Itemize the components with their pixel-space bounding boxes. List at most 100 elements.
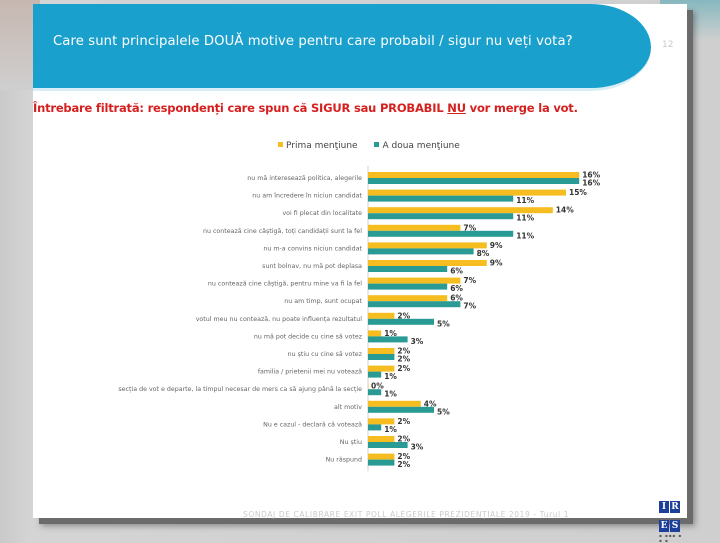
value-label: 2% xyxy=(397,452,410,461)
value-label: 8% xyxy=(477,249,490,258)
bar-a-doua-mentiune xyxy=(368,230,514,237)
value-label: 2% xyxy=(397,355,410,364)
value-label: 6% xyxy=(450,284,463,293)
bar-prima-mentiune xyxy=(368,400,421,407)
bar-a-doua-mentiune xyxy=(368,336,408,343)
value-label: 3% xyxy=(411,337,424,346)
bar-a-doua-mentiune xyxy=(368,266,448,272)
presentation-slide: Care sunt principalele DOUĂ motive pentr… xyxy=(33,4,687,543)
value-label: 9% xyxy=(490,241,503,250)
category-label: Nu e cazul - declară că votează xyxy=(263,421,362,428)
bar-prima-mentiune xyxy=(368,312,395,319)
logo-letter: S xyxy=(670,520,680,532)
bar-a-doua-mentiune xyxy=(368,424,382,431)
category-label: nu am încredere în niciun candidat xyxy=(252,192,362,200)
bar-prima-mentiune xyxy=(368,242,487,249)
legend-item-a-doua: A doua menţiune xyxy=(374,141,460,151)
legend-item-prima: Prima menţiune xyxy=(278,141,358,151)
category-label: familia / prietenii mei nu votează xyxy=(258,369,362,376)
bar-a-doua-mentiune xyxy=(368,371,382,378)
value-label: 4% xyxy=(424,399,437,408)
category-label: voi fi plecat din localitate xyxy=(282,210,362,217)
bar-prima-mentiune xyxy=(368,189,566,196)
legend-label-a-doua: A doua menţiune xyxy=(382,141,460,151)
category-label: Nu răspund xyxy=(326,457,362,464)
value-label: 5% xyxy=(437,319,450,328)
footer-text: SONDAJ DE CALIBRARE EXIT POLL ALEGERILE … xyxy=(243,510,570,519)
bar-a-doua-mentiune xyxy=(368,301,461,308)
bar-prima-mentiune xyxy=(368,348,395,354)
slide-title: Care sunt principalele DOUĂ motive pentr… xyxy=(53,34,573,49)
category-label: nu contează cine câștigă, pentru mine va… xyxy=(208,280,362,288)
bar-prima-mentiune xyxy=(368,383,369,390)
value-label: 1% xyxy=(384,425,397,434)
bar-a-doua-mentiune xyxy=(368,459,395,466)
category-label: Nu știu xyxy=(340,439,362,446)
value-label: 14% xyxy=(556,206,574,215)
bar-a-doua-mentiune xyxy=(368,354,395,360)
filter-note-nu: NU xyxy=(447,101,466,115)
value-label: 15% xyxy=(569,188,587,197)
value-label: 1% xyxy=(384,372,397,381)
bar-prima-mentiune xyxy=(368,172,580,178)
bar-a-doua-mentiune xyxy=(368,442,408,448)
bar-prima-mentiune xyxy=(368,330,382,337)
value-label: 7% xyxy=(463,302,476,311)
value-label: 2% xyxy=(397,347,410,356)
filter-note-part1: Întrebare filtrată: respondenți care spu… xyxy=(33,101,448,115)
value-label: 1% xyxy=(384,329,397,338)
value-label: 6% xyxy=(450,267,463,276)
bar-prima-mentiune xyxy=(368,224,461,231)
legend-swatch-prima xyxy=(278,142,283,147)
logo-letters: I RE S xyxy=(659,494,687,532)
value-label: 7% xyxy=(463,223,476,232)
legend-label-prima: Prima menţiune xyxy=(286,141,358,151)
bar-a-doua-mentiune xyxy=(368,406,434,413)
bar-prima-mentiune xyxy=(368,260,487,266)
value-label: 11% xyxy=(516,196,534,205)
bar-prima-mentiune xyxy=(368,453,395,460)
value-label: 5% xyxy=(437,407,450,416)
logo-subtext: ▪ ▪▪▪ ▪ ▪ ▪ xyxy=(659,533,683,543)
value-label: 1% xyxy=(384,390,397,399)
bar-prima-mentiune xyxy=(368,295,448,302)
value-label: 2% xyxy=(397,311,410,320)
bar-prima-mentiune xyxy=(368,207,553,214)
value-label: 11% xyxy=(516,231,534,240)
category-label: nu știu cu cine să votez xyxy=(288,351,363,358)
bar-prima-mentiune xyxy=(368,436,395,442)
bar-prima-mentiune xyxy=(368,365,395,372)
value-label: 16% xyxy=(582,179,600,188)
value-label: 2% xyxy=(397,435,410,444)
value-label: 2% xyxy=(397,364,410,373)
value-label: 3% xyxy=(411,443,424,452)
bar-chart: nu mă interesează politica, alegerile 16%… xyxy=(118,166,601,472)
bar-a-doua-mentiune xyxy=(368,213,514,220)
value-label: 16% xyxy=(582,171,600,180)
category-label: secția de vot e departe, la timpul neces… xyxy=(118,385,362,394)
category-label: sunt bolnav, nu mă pot deplasa xyxy=(262,263,362,270)
value-label: 6% xyxy=(450,294,463,303)
bar-a-doua-mentiune xyxy=(368,389,382,396)
bar-prima-mentiune xyxy=(368,418,395,425)
category-label: nu mă pot decide cu cine să votez xyxy=(254,333,363,340)
bar-a-doua-mentiune xyxy=(368,318,434,325)
bar-a-doua-mentiune xyxy=(368,195,514,202)
title-banner: Care sunt principalele DOUĂ motive pentr… xyxy=(33,4,651,91)
bar-prima-mentiune xyxy=(368,277,461,284)
category-label: nu contează cine câștigă, toți candidați… xyxy=(203,227,362,236)
value-label: 11% xyxy=(516,214,534,223)
category-label: nu mă interesează politica, alegerile xyxy=(247,175,362,182)
value-label: 9% xyxy=(490,259,503,268)
page-number: 12 xyxy=(662,40,674,50)
filter-note: Întrebare filtrată: respondenți care spu… xyxy=(33,101,578,115)
category-label: nu m-a convins niciun candidat xyxy=(263,245,362,252)
bar-a-doua-mentiune xyxy=(368,283,448,290)
value-label: 0% xyxy=(371,382,384,391)
legend-swatch-a-doua xyxy=(374,142,380,147)
category-label: votul meu nu contează, nu poate influenț… xyxy=(196,316,363,324)
chart-legend: Prima menţiune A doua menţiune xyxy=(278,141,474,151)
value-label: 2% xyxy=(397,417,410,426)
category-label: alt motiv xyxy=(334,404,362,411)
bar-a-doua-mentiune xyxy=(368,178,580,184)
